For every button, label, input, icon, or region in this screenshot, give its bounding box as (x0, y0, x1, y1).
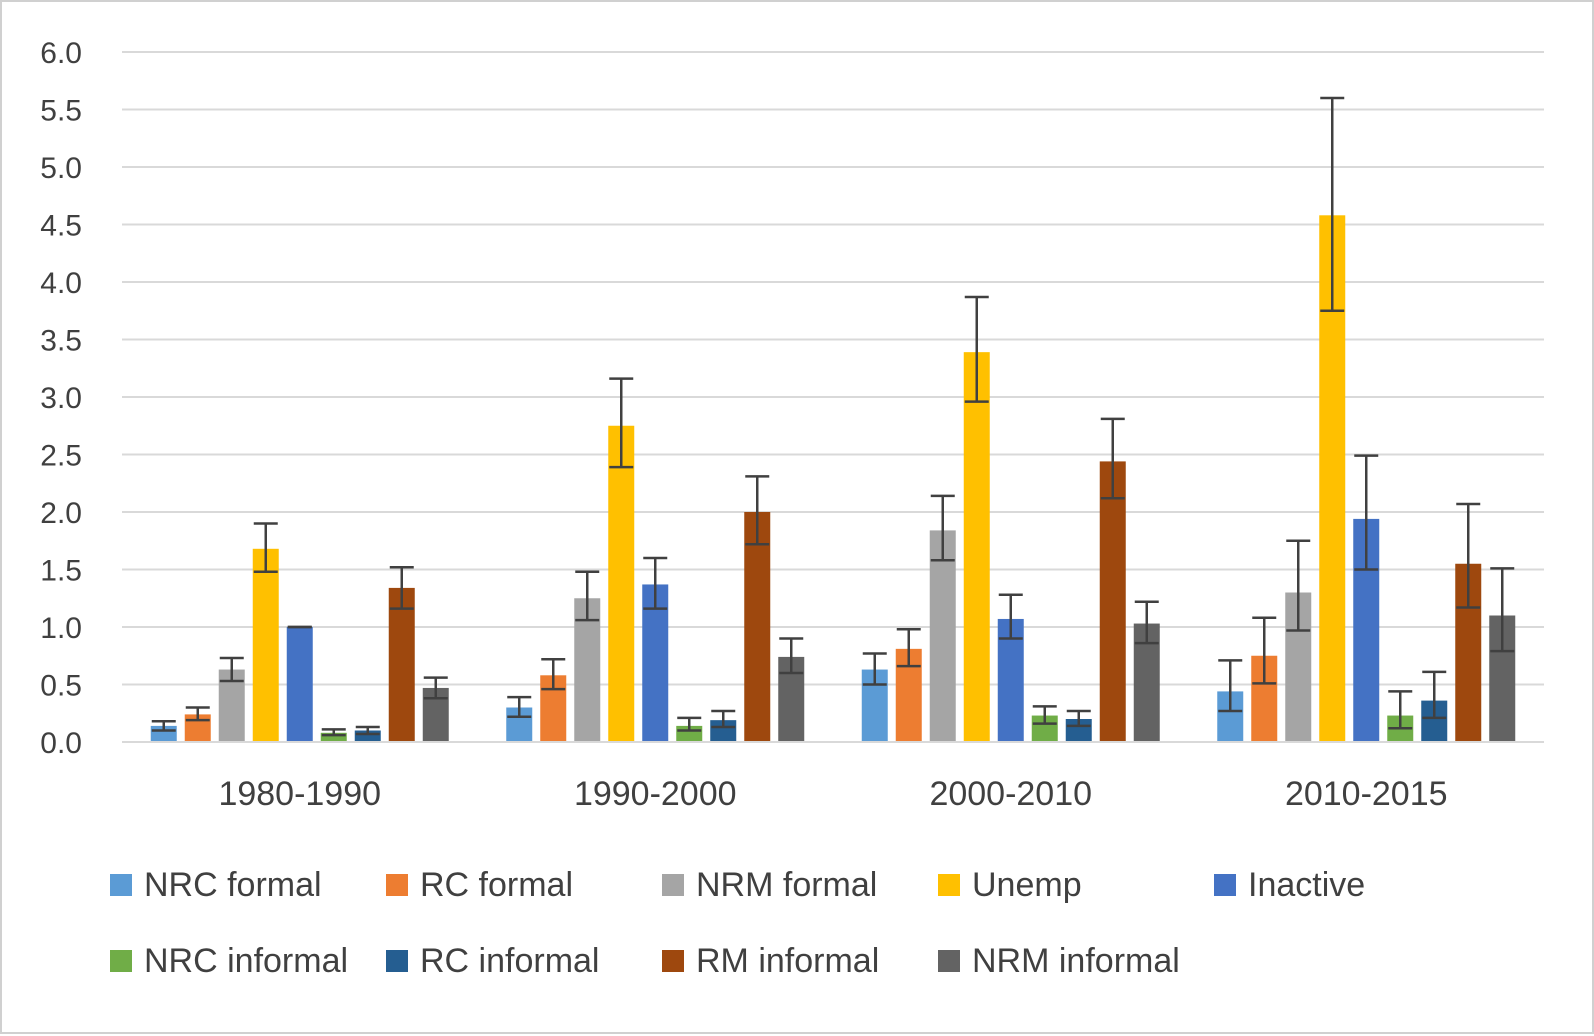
y-tick-label: 2.5 (40, 440, 82, 473)
legend-swatch (938, 950, 960, 972)
legend-item: RM informal (662, 942, 879, 980)
legend-label: Inactive (1248, 866, 1365, 904)
bar (388, 587, 415, 742)
legend-swatch (938, 874, 960, 896)
y-tick-label: 1.5 (40, 555, 82, 588)
legend-swatch (1214, 874, 1236, 896)
bar (252, 548, 279, 742)
bar (320, 732, 347, 742)
y-tick-label: 2.0 (40, 497, 82, 530)
bar (963, 352, 990, 742)
bar (1099, 461, 1126, 742)
bars (150, 215, 1516, 743)
legend-item: NRC formal (110, 866, 322, 904)
bar (642, 584, 669, 742)
legend-label: NRC informal (144, 942, 348, 980)
legend-swatch (662, 950, 684, 972)
y-tick-label: 4.5 (40, 210, 82, 243)
y-tick-label: 3.5 (40, 325, 82, 358)
legend-label: NRC formal (144, 866, 322, 904)
legend-swatch (662, 874, 684, 896)
legend-item: NRC informal (110, 942, 348, 980)
legend-item: NRM informal (938, 942, 1180, 980)
bar (574, 598, 601, 742)
bar (929, 530, 956, 742)
bar (286, 627, 313, 742)
bar (608, 425, 635, 742)
legend-swatch (110, 874, 132, 896)
legend-swatch (386, 950, 408, 972)
legend-label: RM informal (696, 942, 879, 980)
y-tick-label: 5.5 (40, 95, 82, 128)
y-tick-label: 3.0 (40, 382, 82, 415)
legend-label: RC informal (420, 942, 599, 980)
legend-swatch (386, 874, 408, 896)
y-tick-label: 0.0 (40, 727, 82, 760)
y-tick-label: 5.0 (40, 152, 82, 185)
legend-item: Unemp (938, 866, 1082, 904)
legend-swatch (110, 950, 132, 972)
bar (744, 512, 771, 742)
x-category-label: 1980-1990 (218, 775, 381, 813)
y-tick-label: 4.0 (40, 267, 82, 300)
bar (354, 730, 381, 742)
y-axis-tick-labels: 0.0 0.5 1.0 1.5 2.0 2.5 3.0 3.5 4.0 4.5 5.0 5.5 6.0 (40, 37, 82, 760)
legend: NRC formal RC formal NRM formal Unemp Inacti… (110, 866, 1365, 980)
legend-label: NRM informal (972, 942, 1180, 980)
bar (710, 720, 737, 742)
x-category-label: 2000-2010 (929, 775, 1092, 813)
legend-label: Unemp (972, 866, 1082, 904)
legend-item: RC formal (386, 866, 573, 904)
x-axis-category-labels: 1980-1990 1990-2000 2000-2010 2010-2015 (218, 775, 1447, 813)
legend-label: NRM formal (696, 866, 877, 904)
y-tick-label: 6.0 (40, 37, 82, 70)
legend-label: RC formal (420, 866, 573, 904)
x-category-label: 1990-2000 (574, 775, 737, 813)
y-tick-label: 1.0 (40, 612, 82, 645)
gridlines (122, 51, 1544, 686)
legend-item: NRM formal (662, 866, 877, 904)
legend-item: Inactive (1214, 866, 1365, 904)
y-tick-label: 0.5 (40, 670, 82, 703)
error-bars (151, 96, 1515, 737)
legend-item: RC informal (386, 942, 599, 980)
x-category-label: 2010-2015 (1285, 775, 1448, 813)
